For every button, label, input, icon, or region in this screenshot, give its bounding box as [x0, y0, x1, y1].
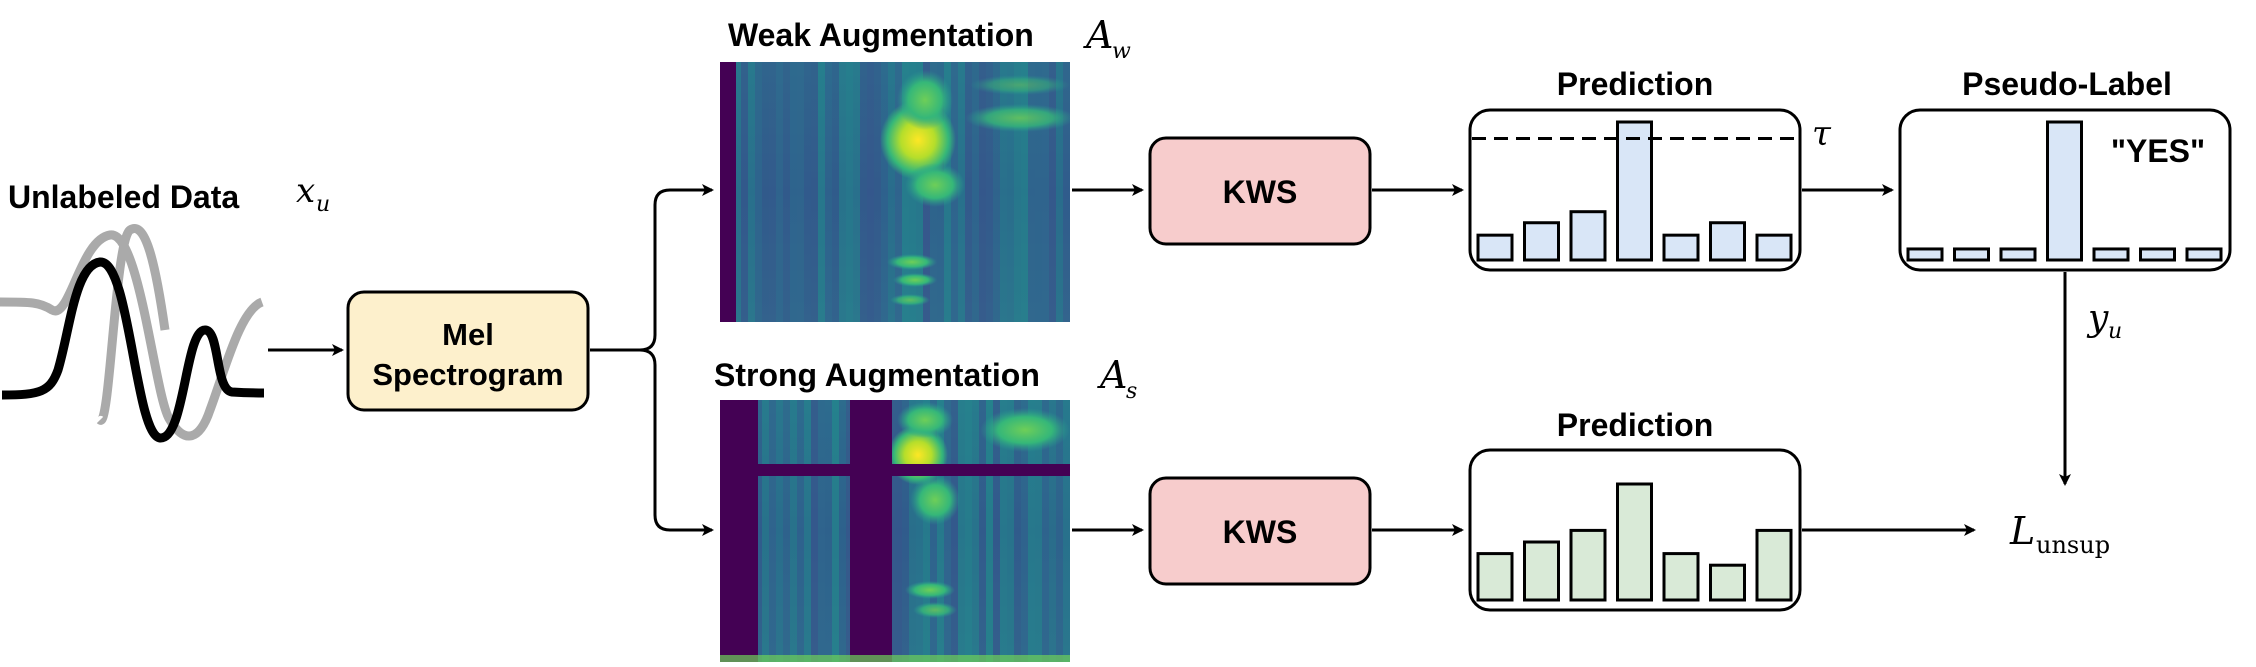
- pseudo-bar: [2092, 247, 2130, 262]
- strong-title: Strong Augmentation: [714, 357, 1040, 393]
- loss-symbol-sub: unsup: [2036, 531, 2110, 559]
- pseudo-bar: [1906, 247, 1944, 262]
- weak-spectrogram: [720, 62, 1070, 322]
- pseudo-bars: [1906, 120, 2223, 262]
- pseudo-bar: [2139, 247, 2176, 262]
- mel-spectrogram-box: [346, 290, 590, 412]
- pred-top-bar: [1662, 233, 1700, 262]
- waveform-front: [1, 257, 265, 443]
- strong-symbol-sub: s: [1126, 379, 1137, 404]
- threshold-symbol: τ: [1812, 114, 1832, 154]
- strong-symbol: A: [1097, 353, 1127, 397]
- pred-bottom-bar: [1616, 482, 1653, 602]
- pred-bottom-bar: [1476, 552, 1514, 602]
- pseudo-title: Pseudo-Label: [1962, 66, 2172, 102]
- pred-bottom-bar: [1709, 563, 1746, 602]
- arrow-mel-to-strong: [639, 348, 714, 536]
- pseudo-bar: [1999, 247, 2037, 262]
- pseudo-symbol: y: [2086, 298, 2109, 339]
- waveform-back: [0, 230, 265, 441]
- pred-top-bar: [1709, 221, 1746, 262]
- weak-symbol-sub: w: [1112, 39, 1131, 64]
- pred-top-bar: [1523, 221, 1560, 262]
- input-title: Unlabeled Data: [8, 179, 239, 215]
- pred-bottom-bars: [1476, 482, 1793, 602]
- input-symbol: x: [296, 171, 315, 211]
- mel-label-line2: Spectrogram: [372, 357, 563, 392]
- pseudo-label-text: "YES": [2111, 133, 2205, 169]
- pred-top-bars: [1476, 120, 1793, 262]
- pseudo-bar: [2185, 247, 2223, 262]
- pseudo-bar: [1953, 247, 1990, 262]
- pred-bottom-bar: [1755, 528, 1793, 602]
- pred-top-bar: [1616, 120, 1653, 262]
- kws-box-top: [1148, 136, 1372, 246]
- strong-spectrogram: [720, 400, 1070, 662]
- pred-bottom-bar: [1569, 528, 1607, 602]
- pred-top-bar: [1569, 210, 1607, 262]
- pred-bottom-bar: [1523, 540, 1560, 602]
- pred-bottom-title: Prediction: [1557, 407, 1713, 443]
- pred-top-bar: [1476, 233, 1514, 262]
- pred-top-title: Prediction: [1557, 66, 1713, 102]
- pseudo-bar: [2046, 120, 2083, 262]
- loss-symbol: L: [2009, 509, 2035, 553]
- kws-label-bottom: KWS: [1223, 514, 1298, 550]
- input-symbol-sub: u: [316, 192, 330, 217]
- waveform-icon: [0, 224, 265, 443]
- arrow-mel-to-weak: [590, 184, 714, 352]
- weak-symbol: A: [1083, 13, 1113, 57]
- pred-top-bar: [1755, 233, 1793, 262]
- kws-box-bottom: [1148, 476, 1372, 586]
- mel-label-line1: Mel: [442, 317, 494, 352]
- pred-bottom-bar: [1662, 552, 1700, 602]
- weak-title: Weak Augmentation: [728, 17, 1034, 53]
- pseudo-symbol-sub: u: [2108, 319, 2122, 344]
- kws-label-top: KWS: [1223, 174, 1298, 210]
